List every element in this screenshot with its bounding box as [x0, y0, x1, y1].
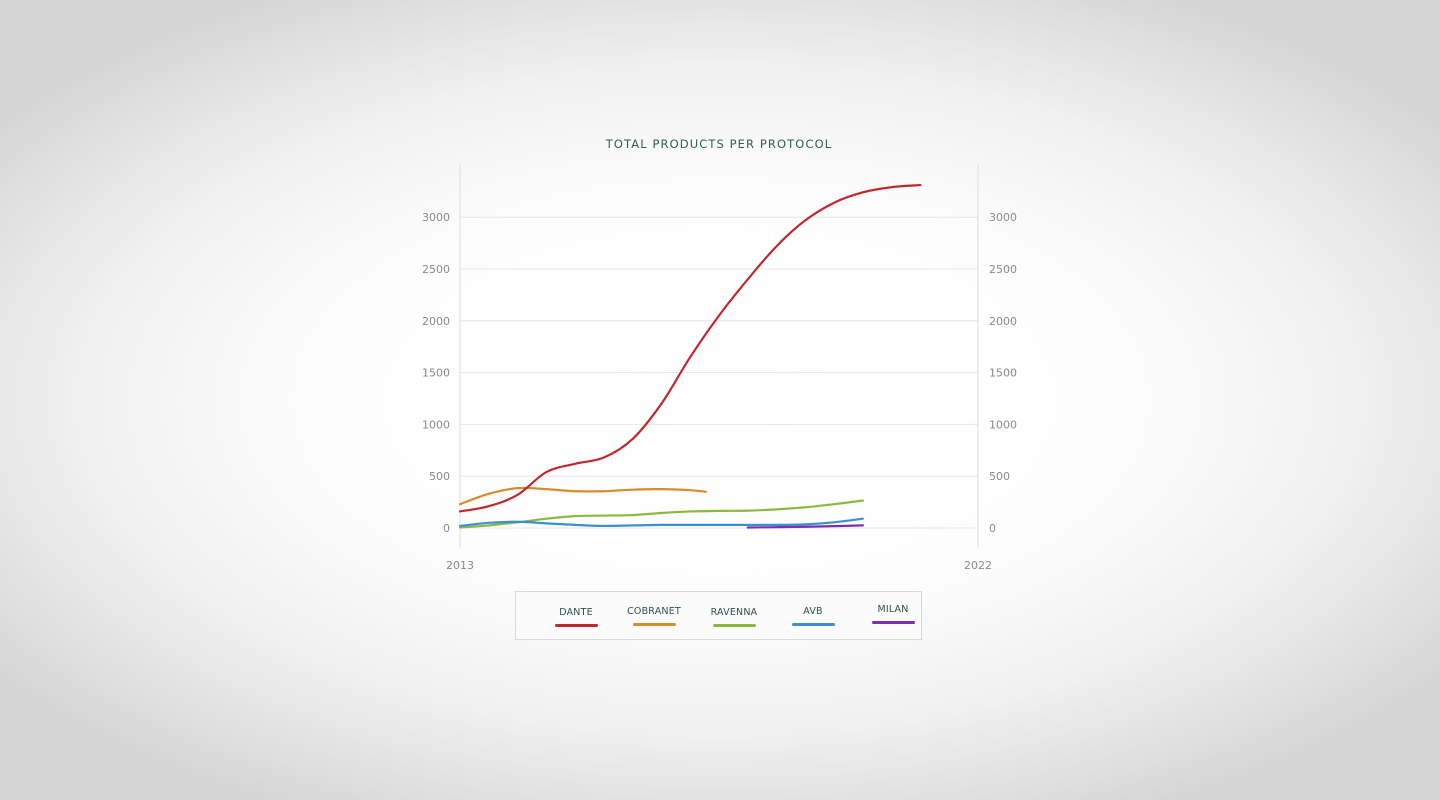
legend-label-avb: AVB	[803, 606, 823, 617]
legend-label-milan: MILAN	[877, 604, 909, 615]
y-tick-label-left: 1000	[422, 418, 450, 431]
y-tick-label-left: 2500	[422, 263, 450, 276]
x-tick-label: 2013	[446, 559, 474, 572]
series-line-cobranet[interactable]	[458, 486, 707, 506]
legend-swatch-cobranet	[632, 623, 676, 626]
y-tick-label-right: 3000	[989, 211, 1017, 224]
y-tick-label-right: 500	[989, 470, 1010, 483]
y-tick-label-right: 0	[989, 522, 996, 535]
legend: DANTE COBRANET RAVENNA AVB MILAN	[515, 591, 922, 640]
chart-title: TOTAL PRODUCTS PER PROTOCOL	[605, 137, 833, 151]
y-tick-label-left: 0	[443, 522, 450, 535]
series-line-avb[interactable]	[458, 517, 864, 528]
y-tick-label-right: 1000	[989, 418, 1017, 431]
legend-item-ravenna[interactable]: RAVENNA	[694, 607, 774, 627]
legend-swatch-milan	[871, 621, 915, 624]
series-lines	[458, 183, 922, 529]
legend-label-ravenna: RAVENNA	[710, 607, 758, 618]
legend-item-avb[interactable]: AVB	[773, 606, 853, 626]
y-tick-label-left: 3000	[422, 211, 450, 224]
y-tick-label-right: 2000	[989, 315, 1017, 328]
legend-label-dante: DANTE	[559, 607, 593, 618]
x-tick-label: 2022	[964, 559, 992, 572]
legend-swatch-avb	[791, 623, 835, 626]
legend-item-dante[interactable]: DANTE	[536, 607, 616, 627]
y-tick-label-right: 1500	[989, 367, 1017, 380]
axes: 0 0 500 500 1000 1000 1500 1500 2000 2000 2500 2500…	[422, 165, 1017, 572]
y-tick-label-right: 2500	[989, 263, 1017, 276]
legend-item-milan[interactable]: MILAN	[853, 604, 933, 624]
legend-item-cobranet[interactable]: COBRANET	[614, 606, 694, 626]
series-line-dante[interactable]	[458, 183, 922, 513]
y-tick-label-left: 1500	[422, 367, 450, 380]
y-tick-label-left: 2000	[422, 315, 450, 328]
legend-label-cobranet: COBRANET	[627, 606, 681, 617]
legend-swatch-ravenna	[712, 624, 756, 627]
grid	[460, 216, 978, 529]
y-tick-label-left: 500	[429, 470, 450, 483]
legend-swatch-dante	[554, 624, 598, 627]
series-line-milan[interactable]	[746, 524, 864, 529]
